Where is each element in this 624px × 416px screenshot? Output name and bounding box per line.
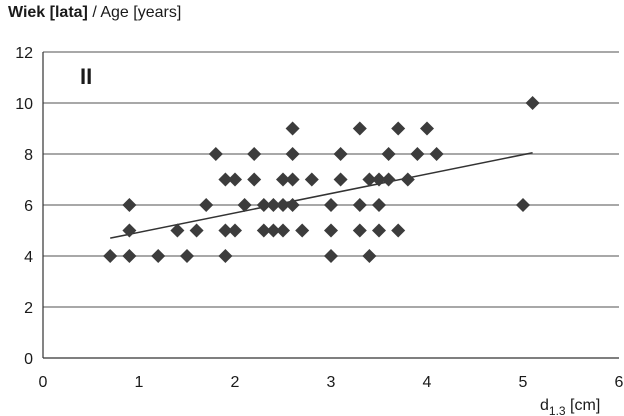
y-tick-label: 12 — [15, 45, 33, 62]
data-point — [516, 198, 530, 212]
x-tick-label: 2 — [231, 374, 240, 391]
x-tick-label: 5 — [519, 374, 528, 391]
data-point — [324, 198, 338, 212]
y-tick-label: 0 — [24, 351, 33, 368]
data-point — [352, 223, 367, 238]
y-tick-labels: 0 2 4 6 8 10 12 — [15, 45, 33, 368]
data-points — [103, 96, 540, 263]
data-point — [276, 223, 290, 238]
y-tick-label: 6 — [24, 198, 33, 215]
data-point — [333, 147, 348, 161]
trendline — [110, 151, 533, 239]
data-point — [429, 147, 444, 161]
y-tick-label: 2 — [24, 300, 33, 317]
data-point — [372, 198, 386, 212]
data-point — [208, 147, 223, 161]
panel-label: II — [80, 64, 92, 89]
data-point — [218, 249, 233, 263]
data-point — [420, 121, 434, 136]
data-point — [103, 249, 118, 263]
data-point — [410, 147, 425, 161]
data-point — [525, 96, 540, 110]
data-point — [218, 223, 233, 238]
data-point — [276, 172, 290, 187]
data-point — [122, 249, 137, 263]
data-point — [400, 172, 415, 187]
data-point — [266, 198, 281, 212]
y-axis-label-polish: Wiek [lata] — [8, 4, 88, 21]
data-point — [352, 121, 367, 136]
data-point — [256, 198, 271, 212]
x-tick-label: 3 — [327, 374, 336, 391]
x-axis-label-unit: [cm] — [566, 397, 601, 414]
data-point — [352, 198, 367, 212]
data-point — [372, 172, 386, 187]
x-tick-label: 0 — [39, 374, 48, 391]
x-axis-label: d1.3 [cm] — [540, 397, 600, 416]
data-point — [362, 172, 377, 187]
data-point — [285, 147, 300, 161]
x-axis-label-subscript: 1.3 — [549, 404, 566, 416]
data-point — [266, 223, 281, 238]
y-tick-label: 10 — [15, 96, 33, 113]
data-point — [199, 198, 214, 212]
x-tick-label: 1 — [135, 374, 144, 391]
data-point — [151, 249, 166, 263]
data-point — [362, 249, 377, 263]
data-point — [381, 147, 396, 161]
data-point — [256, 223, 271, 238]
x-tick-labels: 0 1 2 3 4 5 6 — [39, 374, 624, 391]
data-point — [228, 223, 242, 238]
data-point — [285, 121, 300, 136]
data-point — [122, 198, 137, 212]
data-point — [304, 172, 319, 187]
x-tick-label: 6 — [615, 374, 624, 391]
x-axis-label-main: d — [540, 397, 549, 414]
data-point — [228, 172, 242, 187]
x-tick-label: 4 — [423, 374, 432, 391]
data-point — [324, 223, 338, 238]
data-point — [391, 223, 406, 238]
data-point — [276, 198, 290, 212]
data-point — [247, 172, 262, 187]
data-point — [295, 223, 310, 238]
y-axis-label-english: / Age [years] — [87, 4, 182, 21]
data-point — [189, 223, 204, 238]
data-point — [247, 147, 262, 161]
data-point — [170, 223, 185, 238]
data-point — [237, 198, 252, 212]
gridlines — [43, 51, 619, 308]
data-point — [381, 172, 396, 187]
data-point — [324, 249, 338, 263]
data-point — [122, 223, 137, 238]
data-point — [218, 172, 233, 187]
data-point — [285, 172, 300, 187]
y-tick-label: 8 — [24, 147, 33, 164]
data-point — [391, 121, 406, 136]
data-point — [333, 172, 348, 187]
y-tick-label: 4 — [24, 249, 33, 266]
data-point — [180, 249, 194, 263]
data-point — [372, 223, 386, 238]
data-point — [285, 198, 300, 212]
y-axis-label: Wiek [lata] / Age [years] — [8, 4, 181, 22]
